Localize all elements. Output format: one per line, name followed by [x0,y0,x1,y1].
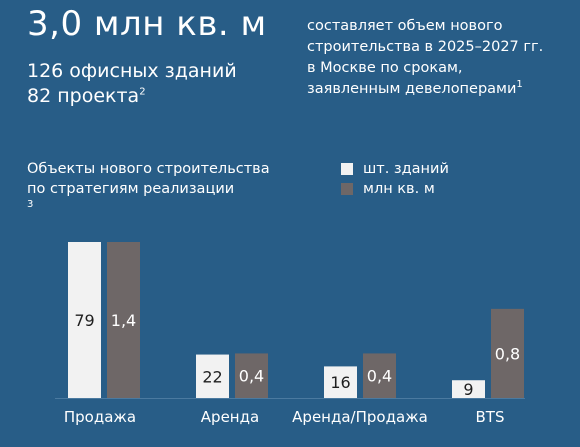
legend-label-buildings: шт. зданий [363,161,449,177]
stat-projects-text: 82 проекта [27,85,140,107]
bar-label-area-0: 1,4 [111,311,136,330]
description-line-2: строительства в 2025–2027 гг. [307,39,544,55]
legend-swatch-buildings [341,163,353,175]
category-label-1: Аренда [201,408,259,426]
bar-buildings-2 [324,366,357,398]
description: составляет объем нового строительства в … [307,16,577,100]
bar-label-buildings-2: 16 [330,373,350,392]
bar-label-area-2: 0,4 [367,367,392,386]
stat-projects-note: 2 [139,86,146,98]
bar-label-buildings-0: 79 [74,311,94,330]
bar-buildings-3 [452,380,485,398]
legend-label-area: млн кв. м [363,181,435,197]
description-line-3: в Москве по срокам, [307,60,463,76]
description-note: 1 [516,79,523,91]
chart-legend: шт. зданий млн кв. м [341,159,449,199]
bar-buildings-0 [68,242,101,398]
chart-title-note: 3 [27,199,34,211]
chart-title-line-2-text: по стратегиям реализации [27,181,235,197]
stat-buildings: 126 офисных зданий [27,60,237,82]
bar-area-1 [235,353,268,398]
chart-title: Объекты нового строительства по стратеги… [27,159,270,219]
bar-area-0 [107,242,140,398]
bar-label-buildings-1: 22 [202,367,222,386]
bar-label-buildings-3: 9 [463,380,473,399]
legend-item-buildings: шт. зданий [341,159,449,179]
bar-area-2 [363,353,396,398]
bar-label-area-3: 0,8 [495,344,520,363]
description-line-1: составляет объем нового [307,18,503,34]
legend-swatch-area [341,183,353,195]
bar-label-area-1: 0,4 [239,367,264,386]
description-line-4-text: заявленным девелоперами [307,81,517,97]
bar-buildings-1 [196,354,229,398]
chart-title-line-1: Объекты нового строительства [27,161,270,177]
category-label-3: BTS [476,408,505,426]
stat-projects: 82 проекта2 [27,85,146,107]
legend-item-area: млн кв. м [341,179,449,199]
category-label-0: Продажа [64,408,136,426]
category-label-2: Аренда/Продажа [292,408,428,426]
description-line-4: заявленным девелоперами1 [307,79,577,100]
headline: 3,0 млн кв. м [27,4,267,44]
chart-title-line-2: по стратегиям реализации 3 [27,179,270,219]
bar-area-3 [491,308,524,398]
